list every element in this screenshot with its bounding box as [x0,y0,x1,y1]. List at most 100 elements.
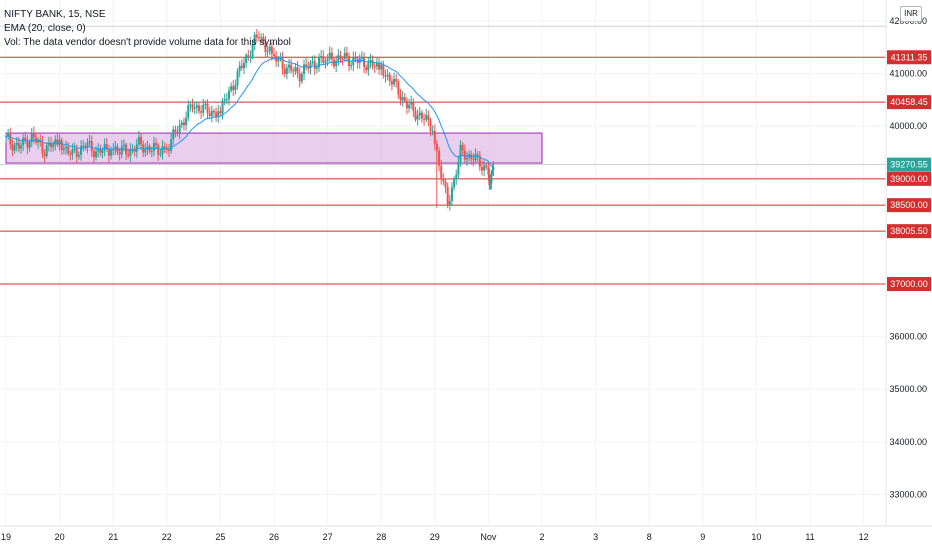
candle-body-187 [405,100,408,109]
candle-body-199 [431,130,434,132]
candle-body-179 [388,74,391,82]
candle-body-30 [69,153,72,155]
candle-body-35 [80,146,83,155]
demand-zone [5,132,543,164]
demand-zone-layer [5,132,543,164]
candle-body-152 [330,52,333,60]
y-tick-1: 41000.00 [889,69,927,79]
x-tick-12: 8 [647,532,652,542]
candle-body-81 [178,125,181,133]
candle-body-130 [283,68,286,75]
candle-body-39 [88,141,91,143]
candle-body-112 [245,55,248,63]
x-tick-11: 3 [593,532,598,542]
candle-body-230 [492,167,495,170]
candle-body-0 [5,136,7,138]
candle-body-200 [433,130,436,145]
candle-body-103 [225,99,228,101]
candle-body-174 [378,63,381,70]
candle-body-106 [232,86,235,91]
candle-body-133 [290,64,293,71]
candle-body-86 [189,104,192,106]
candle-body-76 [167,149,170,151]
candle-body-74 [163,146,166,148]
level-label-4: 38005.50 [890,226,928,236]
candle-body-169 [367,62,370,71]
candle-body-155 [337,55,340,61]
candle-body-8 [22,137,25,146]
x-tick-3: 22 [162,532,172,542]
symbol-title[interactable]: NIFTY BANK, 15, NSE [4,9,106,20]
candle-body-95 [208,113,211,117]
candle-body-219 [474,153,477,161]
candle-body-5 [15,142,18,146]
ema-legend[interactable]: EMA (20, close, 0) [4,23,86,34]
level-label-bg-5 [887,277,931,292]
x-tick-1: 20 [55,532,65,542]
candle-body-31 [71,148,74,155]
candle-body-108 [236,71,239,86]
candle-body-116 [253,34,256,45]
x-tick-2: 21 [108,532,118,542]
x-tick-0: 19 [1,532,11,542]
candle-body-224 [485,165,488,168]
candle-body-161 [350,64,353,67]
candle-body-93 [204,103,207,105]
candle-body-58 [129,149,132,156]
candle-body-20 [47,142,50,146]
candle-body-88 [193,107,196,109]
currency-button[interactable]: INR [900,6,922,22]
candle-body-138 [300,74,303,82]
candle-body-29 [67,146,70,154]
volume-legend[interactable]: Vol: The data vendor doesn't provide vol… [4,37,291,48]
candle-body-166 [360,57,363,59]
candle-body-89 [195,105,198,108]
candle-body-208 [450,187,453,201]
x-tick-10: 2 [539,532,544,542]
y-tick-5: 34000.00 [889,437,927,447]
candle-body-62 [137,136,140,145]
candle-body-41 [92,151,95,158]
candle-body-189 [410,101,413,105]
candle-body-147 [320,56,323,58]
candle-body-184 [399,94,402,101]
x-tick-6: 27 [323,532,333,542]
candle-body-181 [393,78,396,85]
candle-body-115 [251,44,254,57]
candle-body-26 [60,140,63,150]
candle-body-127 [277,58,280,62]
level-label-5: 37000.00 [890,279,928,289]
candle-body-190 [412,101,415,112]
level-label-bg-1 [887,95,931,110]
candle-body-156 [339,55,342,59]
candle-body-139 [303,64,306,75]
candle-body-131 [285,67,288,75]
candle-body-150 [326,58,329,62]
candle-body-100 [219,111,222,114]
candle-body-65 [144,149,147,153]
candle-body-173 [375,63,378,67]
candle-body-168 [365,66,368,71]
candle-body-136 [296,67,299,74]
candle-body-70 [155,143,158,146]
candle-body-94 [206,103,209,114]
candle-body-197 [427,115,430,121]
level-label-bg-4 [887,224,931,239]
candle-body-211 [457,161,460,175]
candle-body-180 [390,81,393,85]
candle-body-83 [182,122,185,126]
candle-body-3 [11,143,14,151]
candle-body-55 [122,144,125,147]
candle-body-37 [84,145,87,148]
candle-body-63 [140,136,143,145]
candle-body-24 [56,139,59,145]
candle-body-154 [335,60,338,67]
candle-body-48 [107,148,110,156]
candle-body-149 [324,61,327,63]
candle-body-92 [202,104,205,113]
candle-body-7 [20,145,23,149]
level-label-bg-0 [887,50,931,65]
candle-body-114 [249,56,252,58]
candle-body-191 [414,111,417,120]
